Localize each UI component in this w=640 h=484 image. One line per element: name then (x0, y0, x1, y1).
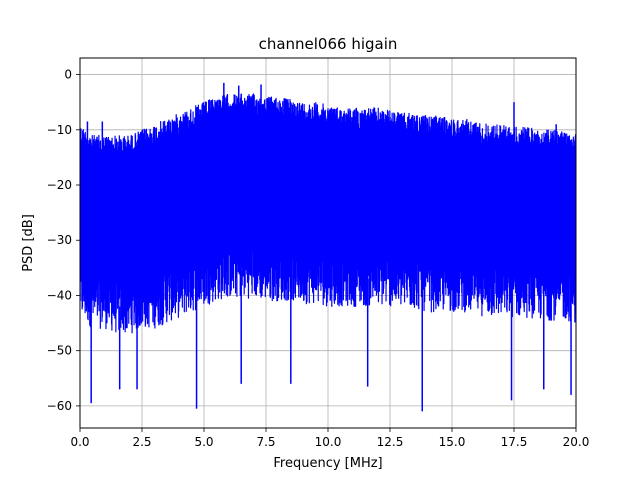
x-tick-label: 20.0 (563, 435, 590, 449)
y-tick-label: −10 (47, 123, 72, 137)
y-tick-label: −20 (47, 178, 72, 192)
chart-title: channel066 higain (259, 35, 398, 53)
x-tick-label: 17.5 (501, 435, 528, 449)
x-axis-label: Frequency [MHz] (273, 456, 382, 471)
x-tick-label: 12.5 (377, 435, 404, 449)
x-tick-label: 7.5 (256, 435, 275, 449)
x-tick-label: 5.0 (194, 435, 213, 449)
psd-series-line (80, 93, 576, 334)
x-tick-label: 10.0 (315, 435, 342, 449)
x-tick-label: 2.5 (132, 435, 151, 449)
tick-layer: 0.0 2.5 5.0 7.5 10.0 12.5 15.0 17.5 20.0 0 −10 −20 −… (47, 68, 590, 449)
y-tick-label: −40 (47, 288, 72, 302)
x-tick-label: 0.0 (70, 435, 89, 449)
y-tick-label: 0 (64, 68, 72, 82)
y-axis-label: PSD [dB] (21, 214, 36, 272)
x-tick-label: 15.0 (439, 435, 466, 449)
y-tick-label: −50 (47, 344, 72, 358)
y-tick-label: −30 (47, 233, 72, 247)
y-tick-label: −60 (47, 399, 72, 413)
data-layer (80, 82, 576, 412)
